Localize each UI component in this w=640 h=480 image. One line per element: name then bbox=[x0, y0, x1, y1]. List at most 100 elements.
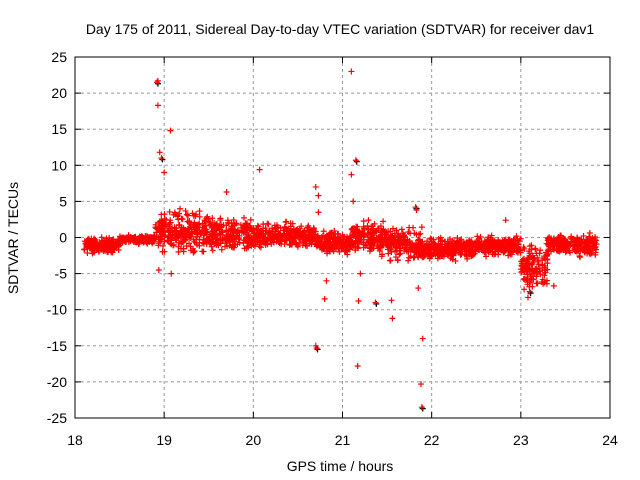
band-point bbox=[573, 246, 580, 253]
band-point bbox=[200, 248, 207, 255]
band-point bbox=[510, 243, 517, 250]
band-point bbox=[176, 231, 183, 238]
band-point bbox=[413, 250, 420, 257]
band-point bbox=[476, 246, 483, 253]
outlier-point bbox=[388, 297, 395, 304]
band-point bbox=[506, 244, 513, 251]
band-point bbox=[256, 238, 263, 245]
band-point bbox=[518, 263, 525, 270]
band-point bbox=[416, 236, 423, 243]
outlier-point bbox=[350, 198, 357, 205]
outlier-point bbox=[354, 363, 361, 370]
band-point bbox=[525, 260, 532, 267]
y-tick-label: 0 bbox=[59, 230, 67, 246]
band-point bbox=[208, 231, 215, 238]
band-point bbox=[158, 211, 165, 218]
band-point bbox=[84, 243, 91, 250]
outlier-point bbox=[417, 381, 424, 388]
band-point bbox=[503, 240, 510, 247]
outlier-point bbox=[155, 266, 162, 273]
band-point bbox=[228, 219, 235, 226]
band-point bbox=[159, 242, 166, 249]
band-point bbox=[171, 209, 178, 216]
band-point bbox=[366, 248, 373, 255]
band-point bbox=[110, 243, 117, 250]
band-point bbox=[287, 223, 294, 230]
band-point bbox=[349, 227, 356, 234]
band-point bbox=[405, 257, 412, 264]
band-point bbox=[98, 234, 105, 241]
outlier-point bbox=[418, 404, 425, 411]
outlier-point bbox=[161, 169, 168, 176]
band-point bbox=[167, 217, 174, 224]
band-point bbox=[209, 247, 216, 254]
band-point bbox=[442, 241, 449, 248]
y-tick-label: -10 bbox=[47, 302, 67, 318]
band-point bbox=[236, 229, 243, 236]
band-point bbox=[287, 234, 294, 241]
band-point bbox=[312, 228, 319, 235]
band-point bbox=[273, 238, 280, 245]
band-point bbox=[180, 248, 187, 255]
band-point bbox=[394, 232, 401, 239]
band-point bbox=[547, 235, 554, 242]
band-point bbox=[396, 251, 403, 258]
band-point bbox=[190, 236, 197, 243]
band-point bbox=[586, 230, 593, 237]
band-point bbox=[385, 244, 392, 251]
band-point bbox=[382, 230, 389, 237]
band-point bbox=[534, 269, 541, 276]
band-point bbox=[326, 247, 333, 254]
band-point bbox=[252, 239, 259, 246]
band-point bbox=[96, 248, 103, 255]
band-point bbox=[219, 237, 226, 244]
band-point bbox=[217, 216, 224, 223]
band-point bbox=[303, 233, 310, 240]
band-point bbox=[478, 246, 485, 253]
band-point bbox=[283, 237, 290, 244]
band-point bbox=[224, 217, 231, 224]
band-point bbox=[168, 241, 175, 248]
band-point bbox=[329, 243, 336, 250]
band-point bbox=[590, 237, 597, 244]
band-point bbox=[330, 238, 337, 245]
band-point bbox=[169, 234, 176, 241]
band-point bbox=[296, 240, 303, 247]
band-point bbox=[440, 248, 447, 255]
band-point bbox=[183, 242, 190, 249]
outlier-point bbox=[524, 294, 531, 301]
band-point bbox=[262, 231, 269, 238]
band-point bbox=[413, 231, 420, 238]
outlier-point bbox=[373, 300, 380, 307]
band-point bbox=[166, 226, 173, 233]
band-point bbox=[264, 235, 271, 242]
band-point bbox=[98, 245, 105, 252]
band-point bbox=[255, 228, 262, 235]
y-tick-label: -15 bbox=[47, 338, 67, 354]
band-point bbox=[196, 213, 203, 220]
band-point bbox=[408, 244, 415, 251]
band-point bbox=[174, 213, 181, 220]
band-point bbox=[161, 238, 168, 245]
band-point bbox=[388, 248, 395, 255]
band-point bbox=[336, 248, 343, 255]
band-point bbox=[286, 241, 293, 248]
band-point bbox=[172, 237, 179, 244]
band-point bbox=[236, 239, 243, 246]
band-point bbox=[332, 245, 339, 252]
band-point bbox=[175, 243, 182, 250]
band-point bbox=[526, 268, 533, 275]
band-point bbox=[119, 235, 126, 242]
band-point bbox=[531, 254, 538, 261]
band-point bbox=[581, 248, 588, 255]
band-point bbox=[501, 248, 508, 255]
band-point bbox=[474, 240, 481, 247]
x-tick-label: 23 bbox=[513, 432, 529, 448]
band-point bbox=[278, 241, 285, 248]
outlier-point bbox=[389, 315, 396, 322]
band-point bbox=[305, 222, 312, 229]
band-point bbox=[199, 239, 206, 246]
band-point bbox=[289, 238, 296, 245]
band-point bbox=[403, 246, 410, 253]
outlier-point bbox=[154, 77, 161, 84]
